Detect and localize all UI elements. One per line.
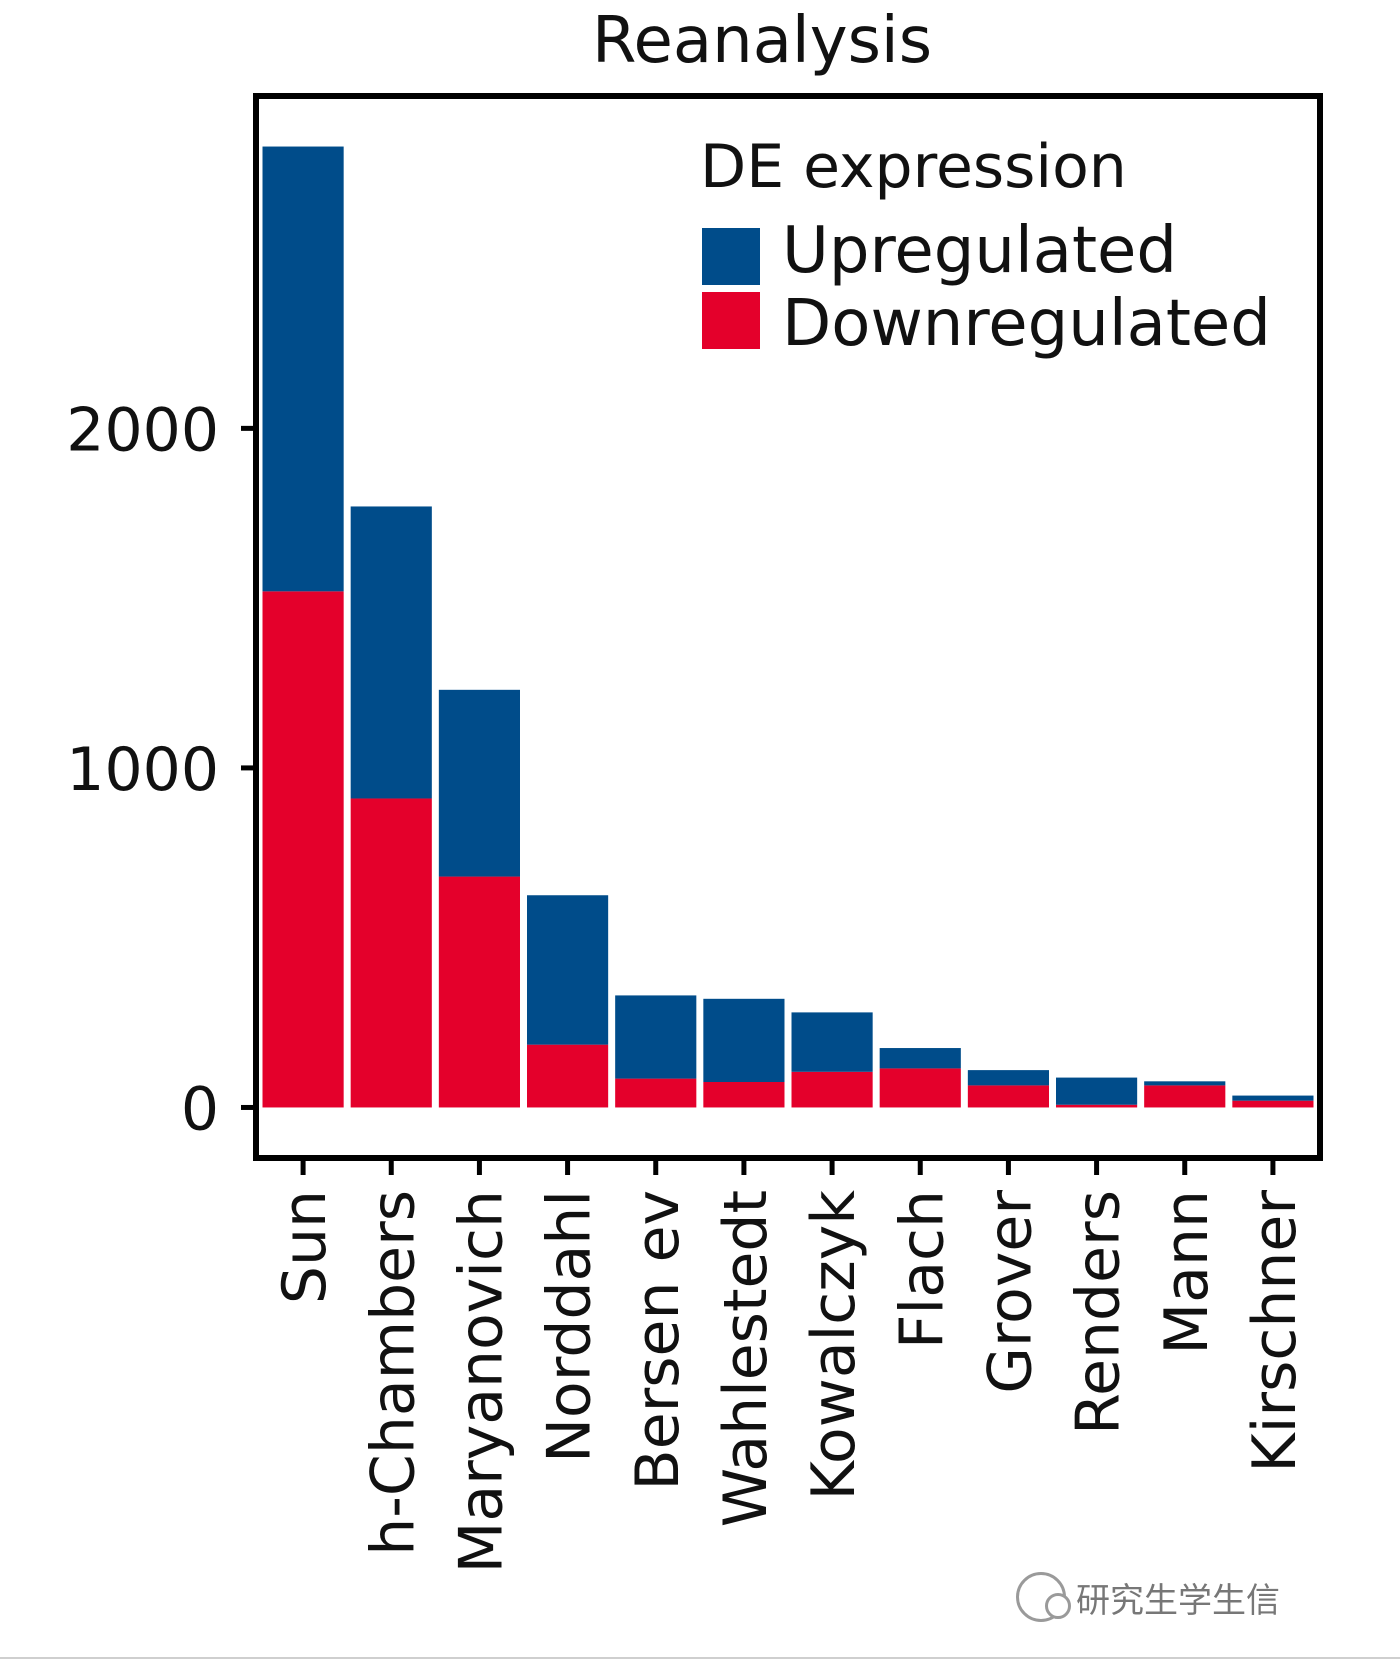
bar-downregulated-maryanovich <box>438 876 520 1108</box>
chart-title: Reanalysis <box>592 4 932 78</box>
wechat-icon <box>1016 1572 1071 1622</box>
y-axis: 0 1000 2000 <box>66 395 256 1144</box>
bar-downregulated-grover <box>967 1085 1049 1108</box>
x-tick-label-maryanovich: Maryanovich <box>446 1190 516 1573</box>
bar-upregulated-sun <box>262 146 344 592</box>
bar-downregulated-wahlestedt <box>703 1081 785 1108</box>
bar-downregulated-norddahl <box>527 1044 609 1108</box>
x-tick-label-bersen-ev: Bersen ev <box>623 1190 693 1490</box>
legend: DE expression Upregulated Downregulated <box>700 132 1271 361</box>
bar-downregulated-flach <box>879 1068 961 1108</box>
x-tick-label-flach: Flach <box>887 1190 957 1349</box>
watermark-text: 研究生学生信 <box>1076 1580 1280 1621</box>
bar-upregulated-maryanovich <box>438 689 520 877</box>
bar-downregulated-h-chambers <box>350 798 432 1108</box>
x-tick-label-kowalczyk: Kowalczyk <box>799 1190 869 1501</box>
legend-title: DE expression <box>700 132 1127 202</box>
watermark: 研究生学生信 <box>1016 1572 1280 1622</box>
y-tick-label-0: 0 <box>181 1074 219 1144</box>
x-tick-label-grover: Grover <box>975 1190 1045 1394</box>
x-tick-label-kirschner: Kirschner <box>1240 1190 1310 1473</box>
bar-downregulated-bersen-ev <box>615 1078 697 1108</box>
bar-upregulated-wahlestedt <box>703 998 785 1082</box>
bottom-rule <box>0 1657 1400 1659</box>
bars <box>262 146 1314 1108</box>
bar-upregulated-h-chambers <box>350 506 432 799</box>
legend-swatch-upregulated <box>702 228 760 285</box>
x-tick-label-mann: Mann <box>1152 1190 1222 1355</box>
x-tick-label-sun: Sun <box>270 1190 340 1304</box>
legend-label-upregulated: Upregulated <box>782 214 1177 288</box>
x-tick-label-h-chambers: h-Chambers <box>358 1190 428 1556</box>
bar-upregulated-kirschner <box>1232 1095 1314 1101</box>
bar-downregulated-mann <box>1144 1085 1226 1108</box>
bar-downregulated-kowalczyk <box>791 1071 873 1108</box>
x-tick-label-renders: Renders <box>1064 1190 1134 1435</box>
bar-downregulated-kirschner <box>1232 1100 1314 1108</box>
legend-swatch-downregulated <box>702 292 760 349</box>
y-tick-label-1000: 1000 <box>66 735 219 805</box>
plot-frame <box>253 93 1323 1161</box>
bar-upregulated-mann <box>1144 1081 1226 1086</box>
bar-upregulated-renders <box>1056 1077 1138 1105</box>
legend-label-downregulated: Downregulated <box>782 287 1271 361</box>
bar-upregulated-flach <box>879 1048 961 1069</box>
x-tick-label-norddahl: Norddahl <box>535 1190 605 1463</box>
bar-upregulated-kowalczyk <box>791 1012 873 1072</box>
bar-upregulated-grover <box>967 1070 1049 1086</box>
bar-upregulated-bersen-ev <box>615 995 697 1079</box>
x-axis: Sun h-Chambers Maryanovich Norddahl Bersen e… <box>270 1158 1310 1573</box>
y-tick-label-2000: 2000 <box>66 395 219 465</box>
bar-upregulated-norddahl <box>527 895 609 1045</box>
bar-downregulated-sun <box>262 591 344 1108</box>
x-tick-label-wahlestedt: Wahlestedt <box>711 1190 781 1527</box>
bar-downregulated-renders <box>1056 1104 1138 1108</box>
